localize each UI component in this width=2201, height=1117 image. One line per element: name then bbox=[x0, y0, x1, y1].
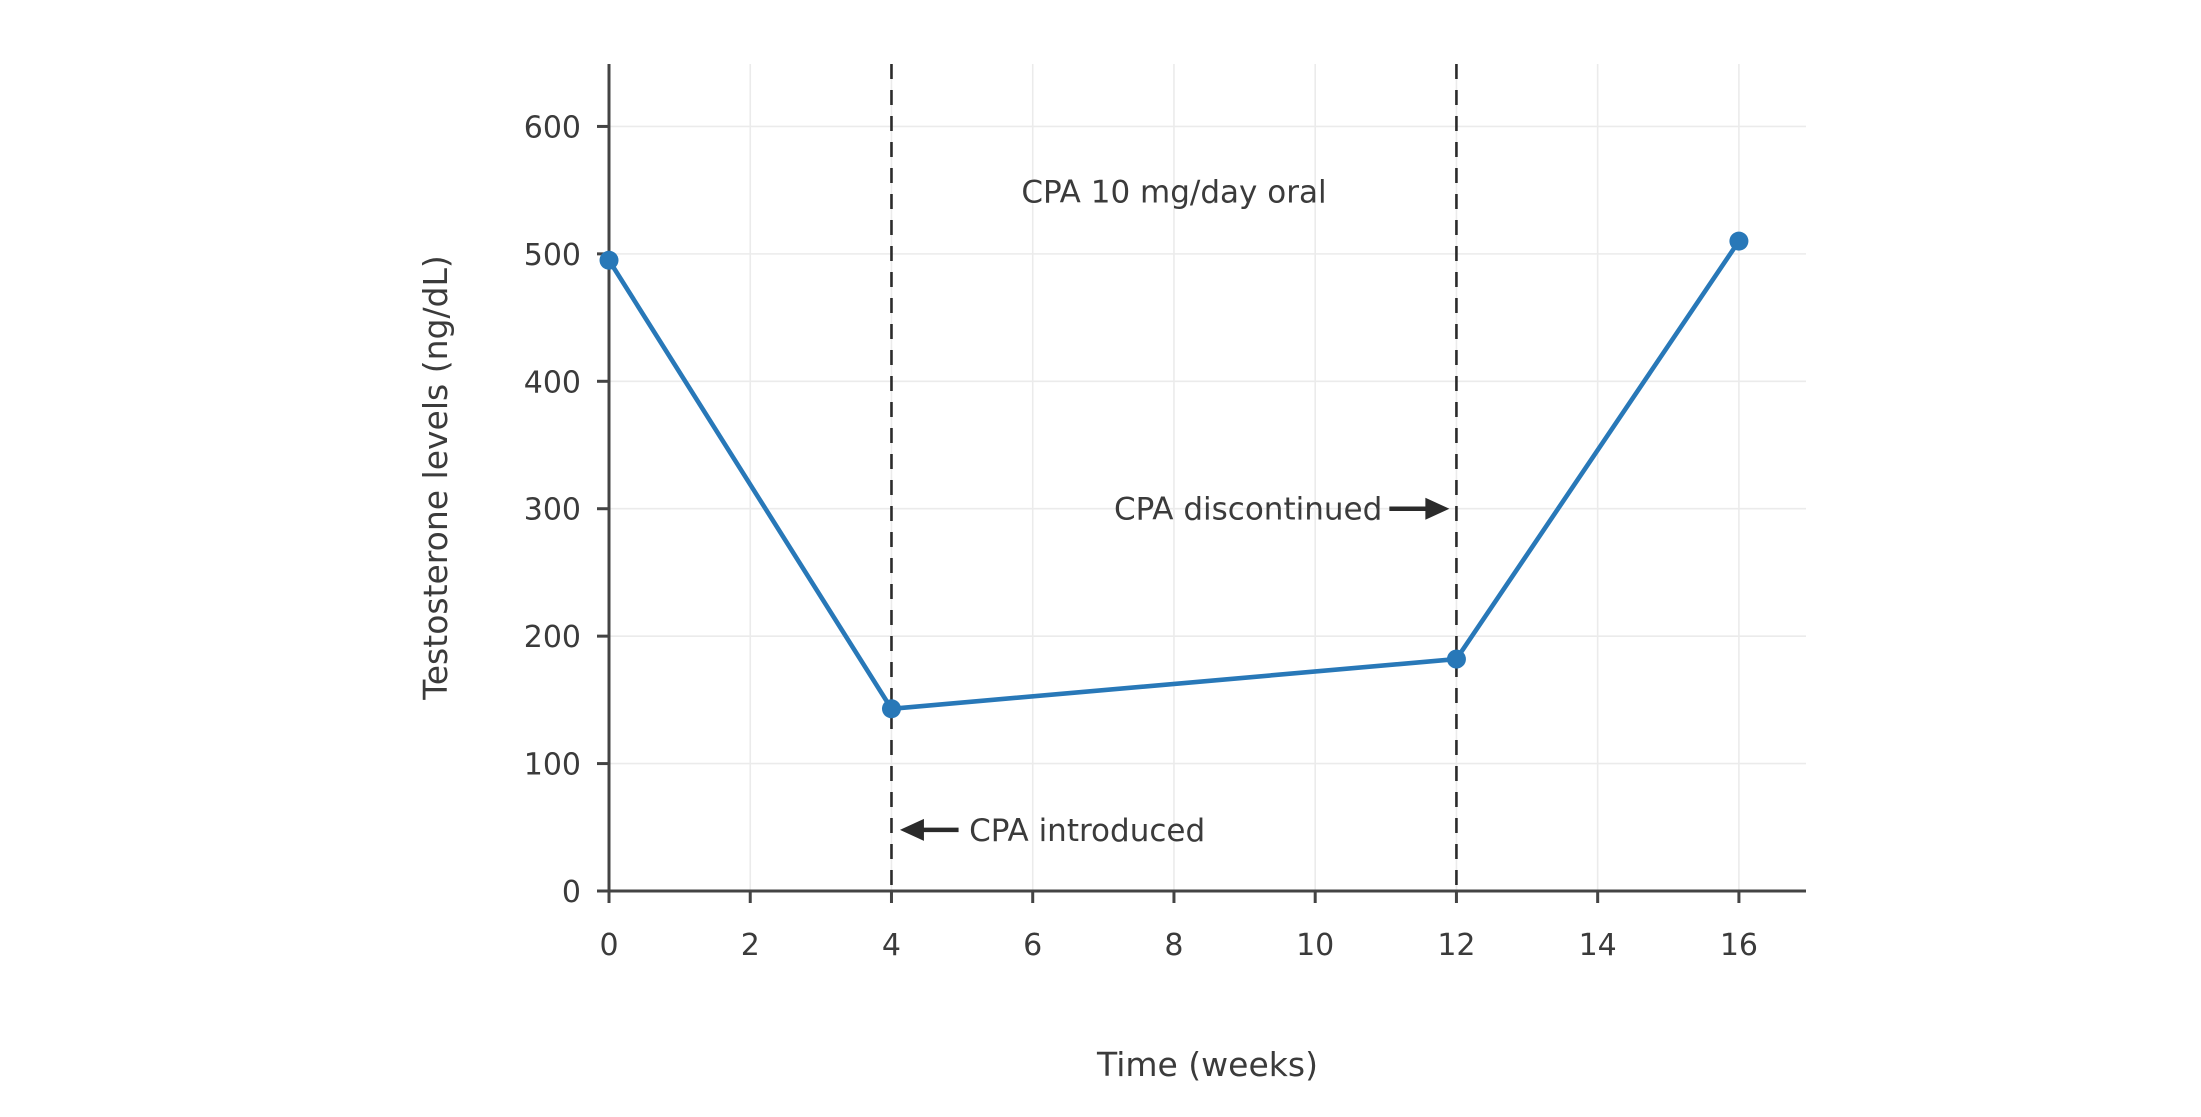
data-point bbox=[1729, 231, 1749, 251]
y-tick-label: 200 bbox=[524, 620, 581, 655]
y-tick-label: 0 bbox=[562, 875, 581, 910]
data-point bbox=[1446, 649, 1466, 669]
y-axis-label: Testosterone levels (ng/dL) bbox=[416, 255, 455, 701]
x-tick-label: 6 bbox=[1023, 928, 1042, 963]
y-tick-label: 600 bbox=[524, 110, 581, 145]
series-line bbox=[606, 238, 1742, 712]
x-axis-label: Time (weeks) bbox=[1096, 1045, 1318, 1084]
cpa-introduced-annotation: CPA introduced bbox=[969, 813, 1205, 849]
annotation-arrowhead bbox=[899, 818, 924, 841]
x-tick-label: 4 bbox=[882, 928, 901, 963]
y-tick-label: 400 bbox=[524, 365, 581, 400]
x-tick-label: 14 bbox=[1579, 928, 1617, 963]
x-tick-label: 12 bbox=[1437, 928, 1475, 963]
cpa-dose-annotation: CPA 10 mg/day oral bbox=[1021, 174, 1326, 210]
x-tick-label: 0 bbox=[599, 928, 618, 963]
x-tick-label: 8 bbox=[1164, 928, 1183, 963]
x-tick-label: 16 bbox=[1720, 928, 1758, 963]
y-tick-label: 100 bbox=[524, 748, 581, 783]
annotation-arrowhead bbox=[1425, 497, 1450, 520]
data-point bbox=[599, 250, 619, 270]
cpa-discontinued-annotation: CPA discontinued bbox=[1114, 492, 1382, 528]
x-tick-label: 2 bbox=[741, 928, 760, 963]
data-point bbox=[881, 699, 901, 719]
x-tick-label: 10 bbox=[1296, 928, 1334, 963]
y-tick-label: 300 bbox=[524, 493, 581, 528]
y-tick-label: 500 bbox=[524, 238, 581, 273]
